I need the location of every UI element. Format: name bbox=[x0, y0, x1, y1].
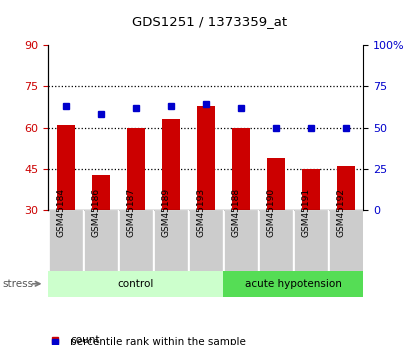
Text: GSM45184: GSM45184 bbox=[57, 188, 66, 237]
Bar bbox=[329, 210, 362, 271]
Text: control: control bbox=[118, 279, 154, 289]
Text: GSM45190: GSM45190 bbox=[267, 188, 276, 237]
Bar bbox=[294, 210, 328, 271]
Text: GSM45191: GSM45191 bbox=[302, 188, 311, 237]
Bar bbox=[337, 166, 354, 210]
Text: stress: stress bbox=[2, 279, 33, 289]
Text: count: count bbox=[71, 335, 100, 345]
Text: GDS1251 / 1373359_at: GDS1251 / 1373359_at bbox=[132, 16, 288, 29]
Text: percentile rank within the sample: percentile rank within the sample bbox=[71, 337, 246, 345]
Bar bbox=[162, 119, 180, 210]
Bar bbox=[197, 106, 215, 210]
Bar bbox=[49, 210, 83, 271]
Text: GSM45192: GSM45192 bbox=[337, 188, 346, 237]
Text: GSM45187: GSM45187 bbox=[127, 188, 136, 237]
Bar bbox=[259, 210, 293, 271]
Bar bbox=[223, 271, 363, 297]
Bar bbox=[57, 125, 75, 210]
Bar bbox=[189, 210, 223, 271]
Bar bbox=[92, 175, 110, 210]
Text: GSM45189: GSM45189 bbox=[162, 188, 171, 237]
Bar bbox=[127, 128, 144, 210]
Bar bbox=[154, 210, 188, 271]
Bar bbox=[224, 210, 257, 271]
Bar bbox=[119, 210, 152, 271]
Bar bbox=[232, 128, 249, 210]
Text: acute hypotension: acute hypotension bbox=[245, 279, 342, 289]
Bar bbox=[48, 271, 223, 297]
Text: GSM45188: GSM45188 bbox=[232, 188, 241, 237]
Text: GSM45186: GSM45186 bbox=[92, 188, 101, 237]
Bar bbox=[267, 158, 285, 210]
Bar bbox=[84, 210, 118, 271]
Bar bbox=[302, 169, 320, 210]
Text: GSM45193: GSM45193 bbox=[197, 188, 206, 237]
